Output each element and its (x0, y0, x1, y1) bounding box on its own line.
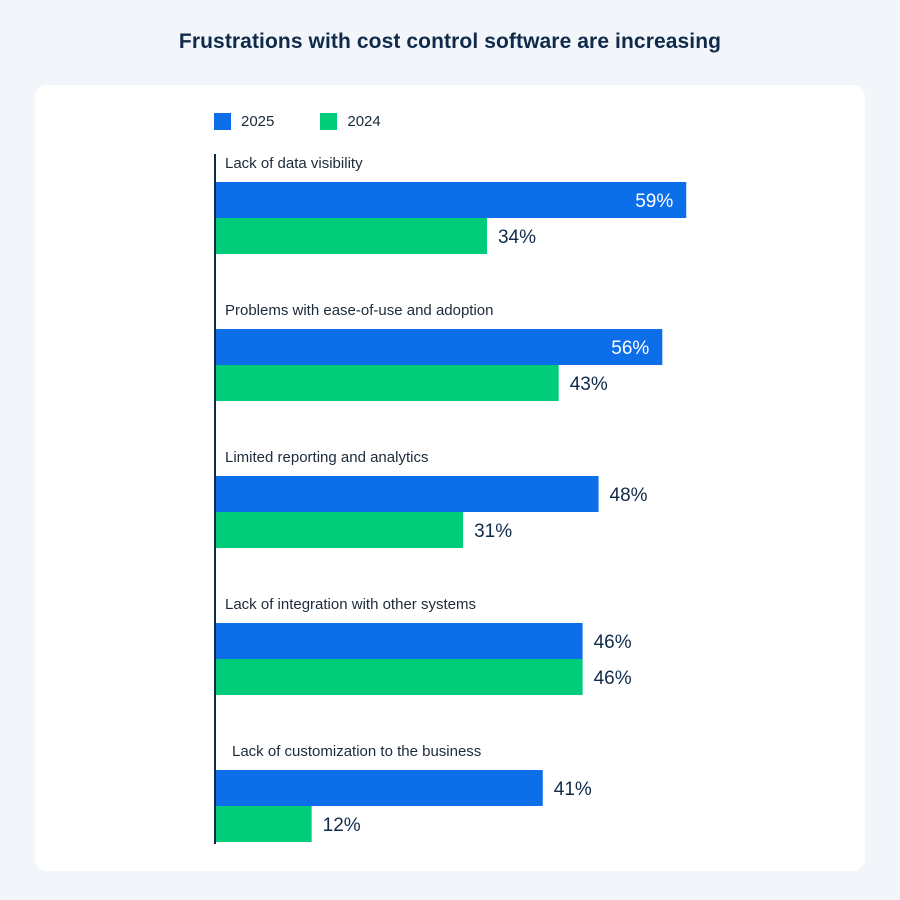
bar-2024 (216, 218, 487, 254)
bar-chart: Lack of data visibility 59% 34% Problems wi… (216, 155, 687, 842)
legend-swatch-2025 (214, 113, 231, 130)
legend-item-2025: 2025 (214, 113, 274, 130)
bar-2024 (216, 512, 464, 548)
bar-2025 (216, 770, 543, 806)
data-label-2024: 34% (498, 227, 536, 248)
legend-label-2024: 2024 (347, 113, 381, 130)
category-label: Lack of data visibility (225, 155, 363, 172)
data-label-2024: 31% (474, 521, 512, 542)
legend-item-2024: 2024 (320, 113, 381, 130)
category-label: Lack of integration with other systems (225, 596, 476, 613)
legend-swatch-2024 (320, 113, 338, 130)
data-label-2025: 56% (611, 338, 649, 359)
bar-2024 (216, 365, 559, 401)
bar-2024 (216, 659, 583, 695)
data-label-2025: 41% (554, 779, 592, 800)
category-label: Limited reporting and analytics (225, 449, 428, 466)
category-label: Problems with ease-of-use and adoption (225, 302, 494, 319)
bar-2024 (216, 806, 312, 842)
data-label-2024: 46% (594, 668, 632, 689)
category-axis-line (214, 154, 216, 844)
data-label-2025: 59% (635, 191, 673, 212)
bar-2025 (216, 623, 583, 659)
legend-label-2025: 2025 (241, 113, 275, 130)
data-label-2025: 48% (610, 485, 648, 506)
data-label-2024: 12% (323, 815, 361, 836)
data-label-2024: 43% (570, 374, 608, 395)
bar-2025 (216, 182, 687, 218)
chart-card: 2025 2024 Lack of data visibility 59% 34% P… (35, 85, 865, 871)
category-label: Lack of customization to the business (232, 743, 481, 760)
bar-2025 (216, 329, 663, 365)
data-label-2025: 46% (594, 632, 632, 653)
chart-legend: 2025 2024 (214, 113, 427, 130)
bar-2025 (216, 476, 599, 512)
page-title: Frustrations with cost control software … (178, 30, 722, 53)
